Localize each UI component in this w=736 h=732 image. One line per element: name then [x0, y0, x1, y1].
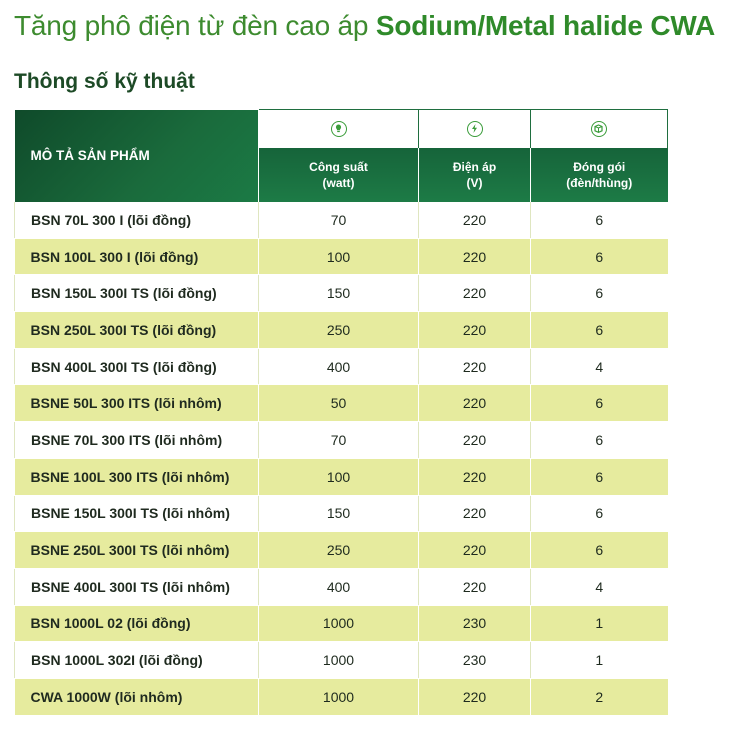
table-row: BSNE 50L 300 ITS (lõi nhôm) 50 220 6 [14, 384, 668, 423]
header-icon-cell-packaging [530, 109, 668, 148]
cell-packaging: 6 [530, 531, 668, 569]
page-title: Tăng phô điện từ đèn cao áp Sodium/Metal… [14, 10, 715, 42]
cell-voltage: 230 [418, 641, 531, 679]
table-row: BSN 150L 300I TS (lõi đồng) 150 220 6 [14, 274, 668, 313]
cell-packaging: 4 [530, 348, 668, 386]
table-row: BSN 400L 300I TS (lõi đồng) 400 220 4 [14, 348, 668, 386]
header-icon-cell-power [258, 109, 419, 148]
cell-packaging: 6 [530, 495, 668, 533]
cell-description: BSNE 250L 300I TS (lõi nhôm) [14, 531, 259, 569]
header-power-line2: (watt) [322, 175, 355, 190]
cell-description: BSN 100L 300 I (lõi đồng) [14, 238, 259, 276]
cell-packaging: 2 [530, 678, 668, 716]
cell-voltage: 220 [418, 348, 531, 386]
cell-voltage: 220 [418, 678, 531, 716]
cell-packaging: 4 [530, 568, 668, 606]
cell-power: 100 [258, 458, 419, 496]
cell-description: BSN 70L 300 I (lõi đồng) [14, 201, 259, 239]
cell-voltage: 220 [418, 384, 531, 423]
cell-voltage: 220 [418, 568, 531, 606]
header-packaging: Đóng gói (đèn/thùng) [530, 147, 668, 202]
cell-description: BSN 1000L 302I (lõi đồng) [14, 641, 259, 679]
cell-voltage: 220 [418, 458, 531, 496]
header-packaging-line2: (đèn/thùng) [566, 175, 633, 190]
page-title-bold: Sodium/Metal halide CWA [375, 10, 716, 41]
cell-packaging: 6 [530, 274, 668, 313]
header-voltage: Điện áp (V) [418, 147, 531, 202]
cell-packaging: 6 [530, 458, 668, 496]
header-product-description: MÔ TẢ SẢN PHẨM [14, 109, 259, 202]
cell-voltage: 220 [418, 531, 531, 569]
table-row: BSNE 70L 300 ITS (lõi nhôm) 70 220 6 [14, 421, 668, 459]
header-voltage-line1: Điện áp [452, 159, 497, 174]
cell-power: 250 [258, 311, 419, 349]
cell-description: BSN 400L 300I TS (lõi đồng) [14, 348, 259, 386]
box-icon [591, 120, 607, 137]
table-row: BSNE 400L 300I TS (lõi nhôm) 400 220 4 [14, 568, 668, 606]
header-power-line1: Công suất [309, 159, 368, 174]
cell-description: BSNE 400L 300I TS (lõi nhôm) [14, 568, 259, 606]
cell-voltage: 220 [418, 421, 531, 459]
header-voltage-line2: (V) [466, 175, 483, 190]
cell-voltage: 220 [418, 274, 531, 313]
cell-voltage: 220 [418, 495, 531, 533]
header-packaging-line1: Đóng gói [573, 159, 626, 174]
cell-description: BSNE 150L 300I TS (lõi nhôm) [14, 495, 259, 533]
cell-description: BSNE 50L 300 ITS (lõi nhôm) [14, 384, 259, 423]
cell-power: 400 [258, 348, 419, 386]
section-subtitle: Thông số kỹ thuật [14, 70, 195, 93]
cell-packaging: 6 [530, 384, 668, 423]
cell-packaging: 6 [530, 311, 668, 349]
cell-description: CWA 1000W (lõi nhôm) [14, 678, 259, 716]
header-power: Công suất (watt) [258, 147, 419, 202]
cell-description: BSN 150L 300I TS (lõi đồng) [14, 274, 259, 313]
cell-description: BSN 1000L 02 (lõi đồng) [14, 605, 259, 643]
cell-power: 50 [258, 384, 419, 423]
table-row: BSNE 250L 300I TS (lõi nhôm) 250 220 6 [14, 531, 668, 569]
cell-power: 1000 [258, 605, 419, 643]
cell-power: 1000 [258, 641, 419, 679]
page-title-normal: Tăng phô điện từ đèn cao áp [14, 10, 376, 41]
cell-power: 70 [258, 421, 419, 459]
cell-description: BSN 250L 300I TS (lõi đồng) [14, 311, 259, 349]
cell-power: 1000 [258, 678, 419, 716]
spec-table: MÔ TẢ SẢN PHẨM Công suất (watt) [14, 109, 668, 716]
cell-packaging: 6 [530, 421, 668, 459]
cell-voltage: 220 [418, 201, 531, 239]
table-row: BSN 70L 300 I (lõi đồng) 70 220 6 [14, 201, 668, 239]
cell-packaging: 6 [530, 201, 668, 239]
cell-description: BSNE 100L 300 ITS (lõi nhôm) [14, 458, 259, 496]
lightning-icon [466, 120, 483, 137]
cell-packaging: 1 [530, 641, 668, 679]
cell-power: 400 [258, 568, 419, 606]
table-row: BSN 1000L 02 (lõi đồng) 1000 230 1 [14, 605, 668, 643]
header-icon-cell-voltage [418, 109, 531, 148]
table-row: BSN 100L 300 I (lõi đồng) 100 220 6 [14, 238, 668, 276]
cell-packaging: 6 [530, 238, 668, 276]
table-row: BSNE 150L 300I TS (lõi nhôm) 150 220 6 [14, 495, 668, 533]
cell-description: BSNE 70L 300 ITS (lõi nhôm) [14, 421, 259, 459]
table-row: BSNE 100L 300 ITS (lõi nhôm) 100 220 6 [14, 458, 668, 496]
cell-power: 150 [258, 495, 419, 533]
cell-packaging: 1 [530, 605, 668, 643]
table-row: CWA 1000W (lõi nhôm) 1000 220 2 [14, 678, 668, 716]
cell-voltage: 220 [418, 311, 531, 349]
table-row: BSN 1000L 302I (lõi đồng) 1000 230 1 [14, 641, 668, 679]
cell-power: 250 [258, 531, 419, 569]
cell-voltage: 220 [418, 238, 531, 276]
lightbulb-icon [330, 120, 347, 137]
cell-power: 70 [258, 201, 419, 239]
cell-power: 150 [258, 274, 419, 313]
cell-power: 100 [258, 238, 419, 276]
table-row: BSN 250L 300I TS (lõi đồng) 250 220 6 [14, 311, 668, 349]
cell-voltage: 230 [418, 605, 531, 643]
